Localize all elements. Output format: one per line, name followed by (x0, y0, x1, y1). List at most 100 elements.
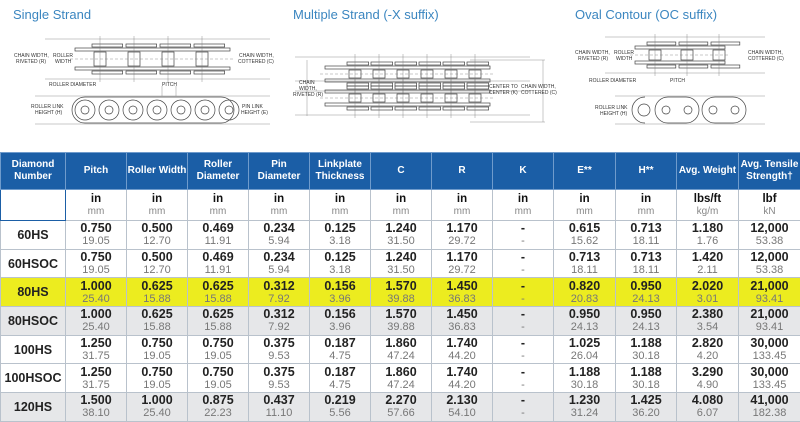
value-imperial: 4.080 (677, 394, 738, 407)
value-imperial: 3.290 (677, 366, 738, 379)
pin-circle (105, 106, 113, 114)
oval-contour-diagram: CHAIN WIDTH, RIVETED (R) ROLLER WIDTH CH… (565, 24, 800, 129)
value-metric: 47.24 (371, 379, 431, 391)
value-imperial: 30,000 (739, 337, 800, 350)
outer-plate (467, 86, 489, 89)
value-imperial: 0.750 (188, 366, 248, 379)
value-imperial: 1.420 (677, 251, 738, 264)
value-imperial: 0.500 (127, 222, 187, 235)
value-metric: 11.91 (188, 264, 248, 276)
value-metric: 2.11 (677, 264, 738, 276)
column-header: Roller Width (127, 153, 188, 190)
value-metric: 31.24 (554, 407, 615, 419)
value-metric: 30.18 (554, 379, 615, 391)
value-imperial: 12,000 (739, 222, 800, 235)
value-metric: 133.45 (739, 379, 800, 391)
roller-circle (171, 100, 191, 120)
value-imperial: 1.740 (432, 337, 492, 350)
value-imperial: 0.375 (249, 366, 309, 379)
value-imperial: 0.125 (310, 251, 370, 264)
unit-metric: mm (249, 206, 309, 217)
outer-plate (395, 86, 417, 89)
chain-side-view (35, 86, 270, 124)
value-metric: 47.24 (371, 350, 431, 362)
value-imperial: 0.625 (127, 308, 187, 321)
value-imperial: 0.187 (310, 366, 370, 379)
unit-imperial: lbf (739, 193, 800, 206)
value-metric: 15.88 (188, 321, 248, 333)
unit-imperial: in (432, 193, 492, 206)
value-imperial: 1.230 (554, 394, 615, 407)
value-metric: 18.11 (554, 264, 615, 276)
value-imperial: - (493, 251, 553, 264)
outer-plate (92, 71, 123, 74)
chain-number: 100HSOC (1, 364, 66, 393)
value-imperial: 1.000 (127, 394, 187, 407)
outer-plate (194, 71, 225, 74)
value-cell: -- (493, 221, 554, 250)
outer-plate (395, 83, 417, 86)
outer-plate (443, 107, 465, 110)
roller-circle (195, 100, 215, 120)
outer-plate (419, 83, 441, 86)
outer-plate (419, 86, 441, 89)
value-metric: 15.88 (127, 293, 187, 305)
value-metric: 25.40 (66, 321, 126, 333)
value-metric: 44.20 (432, 379, 492, 391)
value-metric: - (493, 293, 553, 305)
value-metric: 11.91 (188, 235, 248, 247)
outer-plate (347, 83, 369, 86)
value-metric: 19.05 (127, 350, 187, 362)
value-metric: - (493, 321, 553, 333)
roller-circle (638, 104, 650, 116)
unit-imperial: in (616, 193, 676, 206)
value-metric: - (493, 407, 553, 419)
value-imperial: 2.270 (371, 394, 431, 407)
outer-plate (371, 83, 393, 86)
chain-side-view (615, 96, 765, 124)
unit-metric: mm (554, 206, 615, 217)
value-metric: 19.05 (127, 379, 187, 391)
value-imperial: 1.250 (66, 366, 126, 379)
value-metric: 36.83 (432, 321, 492, 333)
label-pin-link-height: HEIGHT (E) (241, 110, 268, 116)
outer-plate (371, 107, 393, 110)
value-imperial: 0.820 (554, 280, 615, 293)
label-roller-link-height: HEIGHT (H) (600, 111, 627, 117)
value-metric: 9.53 (249, 379, 309, 391)
value-imperial: 1.000 (66, 308, 126, 321)
value-metric: 12.70 (127, 235, 187, 247)
value-imperial: 1.860 (371, 366, 431, 379)
value-metric: 18.11 (616, 235, 676, 247)
value-imperial: 0.187 (310, 337, 370, 350)
value-imperial: 0.437 (249, 394, 309, 407)
value-imperial: 1.180 (677, 222, 738, 235)
value-imperial: 0.750 (188, 337, 248, 350)
chain-number: 120HS (1, 393, 66, 422)
